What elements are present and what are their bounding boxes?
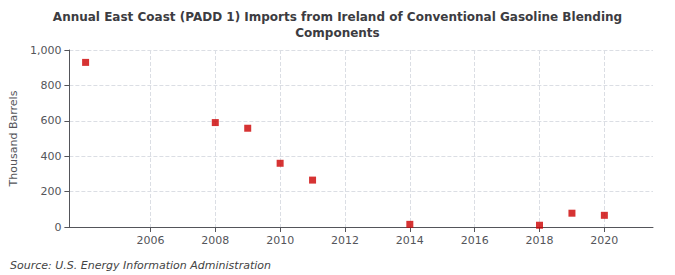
- svg-text:2018: 2018: [526, 234, 554, 247]
- svg-text:2020: 2020: [590, 234, 618, 247]
- svg-text:2006: 2006: [136, 234, 164, 247]
- svg-text:2014: 2014: [396, 234, 424, 247]
- svg-text:200: 200: [40, 185, 61, 198]
- svg-text:Source: U.S. Energy Informatio: Source: U.S. Energy Information Administ…: [10, 259, 271, 272]
- svg-text:2012: 2012: [331, 234, 359, 247]
- svg-text:0: 0: [54, 221, 61, 234]
- svg-text:Components: Components: [295, 26, 380, 40]
- svg-text:800: 800: [40, 79, 61, 92]
- svg-text:400: 400: [40, 150, 61, 163]
- svg-text:2010: 2010: [266, 234, 294, 247]
- svg-text:Annual East Coast (PADD 1) Imp: Annual East Coast (PADD 1) Imports from …: [53, 10, 622, 24]
- svg-text:2008: 2008: [201, 234, 229, 247]
- svg-text:Thousand Barrels: Thousand Barrels: [7, 90, 20, 187]
- svg-text:1,000: 1,000: [30, 44, 62, 57]
- svg-text:2016: 2016: [461, 234, 489, 247]
- svg-text:600: 600: [40, 114, 61, 127]
